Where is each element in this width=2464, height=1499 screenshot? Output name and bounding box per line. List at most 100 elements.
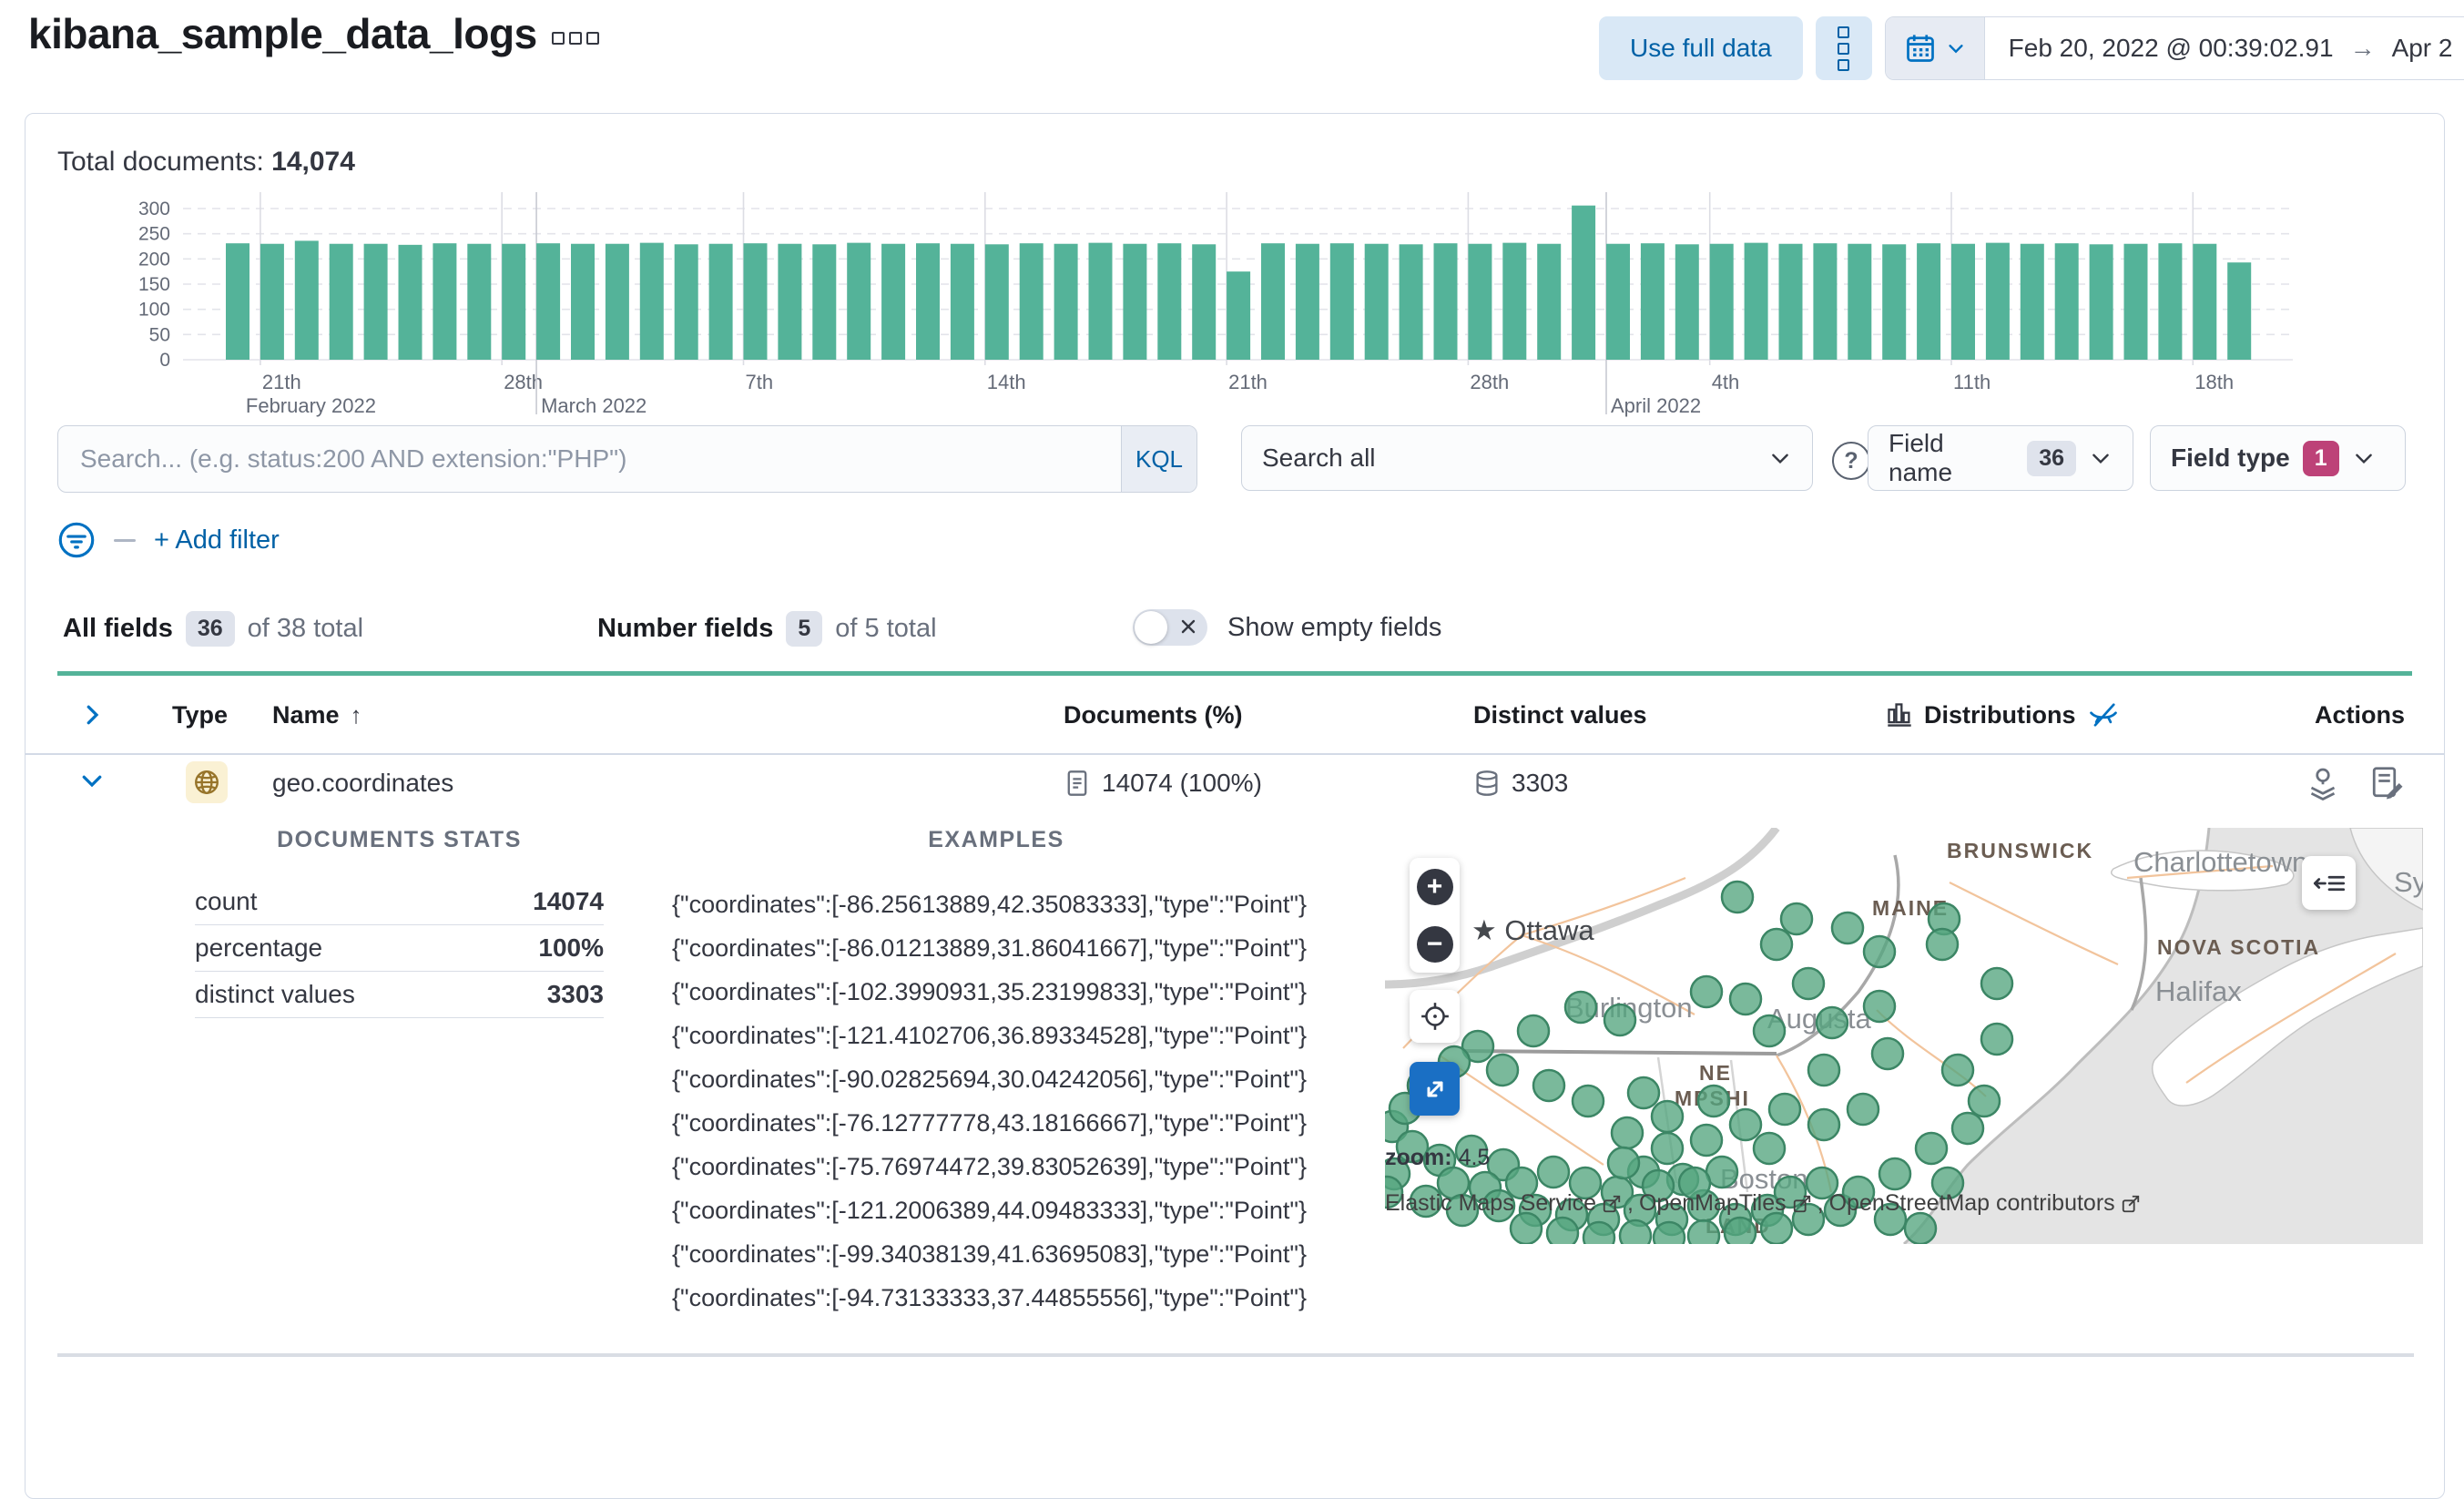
stats-row: distinct values 3303 — [195, 972, 604, 1018]
map-place-label: BRUNSWICK — [1947, 839, 2094, 862]
boxes-vertical-icon — [1838, 25, 1850, 71]
number-fields-label: Number fields — [597, 614, 774, 643]
map-locate-button[interactable] — [1410, 990, 1460, 1043]
svg-text:0: 0 — [159, 350, 170, 371]
field-name-label: Field name — [1889, 429, 1953, 486]
col-distinct[interactable]: Distinct values — [1473, 700, 1647, 729]
all-fields-total: of 38 total — [247, 614, 364, 643]
date-picker-quick-menu[interactable] — [1885, 17, 1985, 79]
svg-text:7th: 7th — [746, 371, 774, 393]
date-end[interactable]: Apr 2 — [2391, 34, 2453, 62]
page-title: kibana_sample_data_logs — [28, 10, 537, 57]
example-value: {"coordinates":[-75.76974472,39.83052639… — [672, 1152, 1308, 1180]
chevron-down-icon — [1949, 45, 1963, 54]
search-row: KQL Search all ? Field name 36 Field typ… — [25, 425, 2444, 493]
map-expand-button[interactable] — [1410, 1062, 1460, 1116]
sort-asc-icon: ↑ — [350, 700, 362, 729]
stats-label: distinct values — [195, 980, 355, 1008]
filter-icon[interactable] — [57, 521, 96, 559]
field-name[interactable]: geo.coordinates — [272, 769, 454, 797]
geo-coordinates-map[interactable]: BRUNSWICK Charlottetown Sy ★ Ottawa MAINE NOV… — [1385, 828, 2423, 1244]
search-box: KQL — [57, 425, 1197, 493]
toggle-knob — [1135, 611, 1167, 644]
map-place-label: Charlottetown — [2133, 846, 2308, 878]
field-name-filter[interactable]: Field name 36 — [1868, 425, 2133, 491]
map-legend-button[interactable] — [2302, 856, 2356, 910]
documents-stats-block: DOCUMENTS STATS count 14074 percentage 100%… — [195, 827, 604, 1018]
date-range-picker[interactable]: Feb 20, 2022 @ 00:39:02.91 → Apr 2 — [1884, 16, 2464, 80]
expand-all-button[interactable] — [78, 676, 106, 754]
chevron-down-icon — [2355, 454, 2372, 464]
total-documents-value: 14,074 — [271, 147, 355, 177]
svg-text:150: 150 — [138, 274, 170, 295]
svg-text:February 2022: February 2022 — [246, 394, 376, 417]
example-value: {"coordinates":[-94.73133333,37.44855556… — [672, 1283, 1308, 1311]
svg-text:March 2022: March 2022 — [541, 394, 647, 417]
histogram-icon — [1888, 703, 1911, 727]
attr-openstreetmap-link[interactable]: OpenStreetMap contributors — [1828, 1190, 2115, 1216]
map-zoom-out-button[interactable]: − — [1416, 925, 1453, 963]
stats-label: count — [195, 887, 258, 915]
external-link-icon — [1793, 1195, 1810, 1212]
add-filter-button[interactable]: + Add filter — [154, 525, 280, 555]
field-row-geo-coordinates: geo.coordinates 14074 (100%) 3303 — [25, 754, 2444, 1357]
field-counts-row: All fields 36 of 38 total Number fields … — [25, 606, 2444, 657]
all-fields-label: All fields — [63, 614, 173, 643]
date-range-value[interactable]: Feb 20, 2022 @ 00:39:02.91 → Apr 2 — [1985, 17, 2453, 79]
chevron-down-icon — [82, 775, 102, 788]
edit-document-icon[interactable] — [2368, 765, 2405, 801]
total-documents-label: Total documents: — [57, 147, 264, 177]
field-type-token — [186, 761, 228, 803]
eye-closed-icon[interactable] — [2087, 699, 2120, 731]
title-options-icon[interactable] — [551, 32, 599, 45]
total-documents: Total documents: 14,074 — [57, 147, 355, 178]
example-value: {"coordinates":[-86.25613889,42.35083333… — [672, 890, 1308, 918]
globe-icon — [195, 770, 219, 794]
collapse-row-button[interactable] — [78, 767, 106, 794]
col-name[interactable]: Name ↑ — [272, 700, 362, 729]
example-value: {"coordinates":[-102.3990931,35.23199833… — [672, 977, 1308, 1005]
chevron-down-icon — [2092, 454, 2109, 464]
geo-point-token — [186, 761, 228, 803]
show-empty-fields-toggle[interactable] — [1133, 609, 1207, 646]
document-icon — [1067, 770, 1087, 796]
search-all-select[interactable]: Search all — [1241, 425, 1813, 491]
search-all-value: Search all — [1262, 444, 1376, 472]
date-start[interactable]: Feb 20, 2022 @ 00:39:02.91 — [2008, 34, 2334, 62]
attr-openmaptiles-link[interactable]: OpenMapTiles — [1638, 1190, 1787, 1216]
col-type[interactable]: Type — [172, 700, 229, 729]
example-value: {"coordinates":[-121.2006389,44.09483333… — [672, 1196, 1308, 1224]
map-zoom-controls: + − — [1410, 858, 1460, 973]
explore-in-maps-icon[interactable] — [2305, 765, 2341, 801]
svg-text:11th: 11th — [1953, 371, 1991, 393]
examples-block: EXAMPLES {"coordinates":[-86.25613889,42… — [672, 827, 1320, 1320]
external-link-icon — [1603, 1195, 1621, 1212]
show-empty-fields-label: Show empty fields — [1227, 612, 1442, 642]
kql-button[interactable]: KQL — [1121, 426, 1196, 492]
row-bottom-divider — [57, 1353, 2414, 1357]
attr-elastic-maps-link[interactable]: Elastic Maps Service — [1385, 1190, 1597, 1216]
all-fields-count: All fields 36 of 38 total — [63, 611, 363, 647]
map-place-label: NOVA SCOTIA — [2157, 935, 2321, 959]
field-name-count-badge: 36 — [2027, 440, 2077, 476]
chevron-right-icon — [87, 705, 99, 725]
help-icon[interactable]: ? — [1832, 442, 1870, 480]
svg-text:50: 50 — [149, 324, 170, 345]
svg-text:18th: 18th — [2194, 371, 2234, 393]
documents-stats-title: DOCUMENTS STATS — [277, 827, 522, 852]
search-input[interactable] — [58, 426, 1121, 492]
number-fields-total: of 5 total — [835, 614, 937, 643]
use-full-data-button[interactable]: Use full data — [1599, 16, 1803, 80]
svg-text:14th: 14th — [987, 371, 1026, 393]
map-attribution: Elastic Maps Service , OpenMapTiles , Op… — [1385, 1190, 2354, 1217]
example-value: {"coordinates":[-90.02825694,30.04242056… — [672, 1065, 1308, 1093]
field-type-filter[interactable]: Field type 1 — [2150, 425, 2406, 491]
col-distributions[interactable]: Distributions — [1886, 676, 2120, 754]
col-documents[interactable]: Documents (%) — [1064, 700, 1243, 729]
fields-table-header: Type Name ↑ Documents (%) Distinct value… — [25, 676, 2444, 754]
map-place-label: NE — [1699, 1061, 1732, 1085]
more-options-button[interactable] — [1815, 16, 1872, 80]
data-visualizer-panel: Total documents: 14,074 0 50 100 150 200 250 3… — [25, 113, 2445, 1499]
map-zoom-in-button[interactable]: + — [1416, 868, 1453, 905]
